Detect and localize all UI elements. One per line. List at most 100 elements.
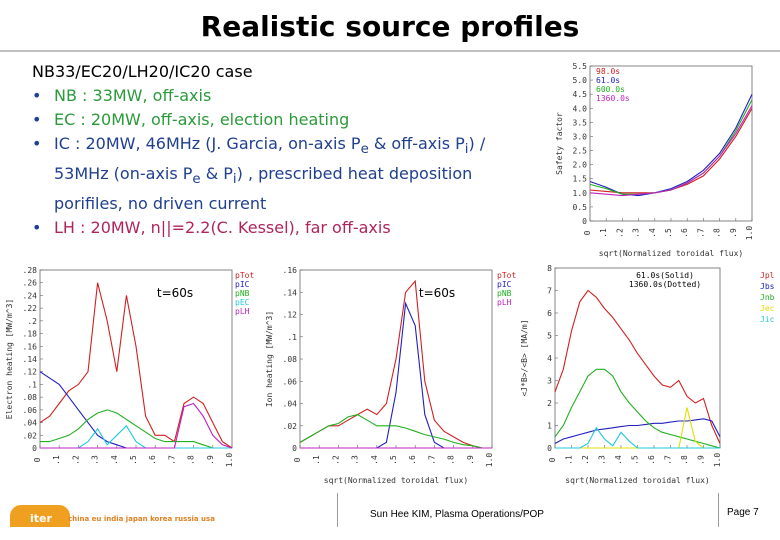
- current-xtick-label: .3: [598, 455, 607, 465]
- current-ytick-label: 3: [547, 377, 552, 386]
- current-xtick-label: 0: [548, 457, 557, 462]
- ion-xlabel: sqrt(Normalized toroidal flux): [324, 476, 469, 485]
- safety-xtick-label: .6: [680, 228, 689, 238]
- bullet-lh-text: LH : 20MW, n||=2.2(C. Kessel), far off-a…: [54, 218, 391, 238]
- ion-series-pNB: [299, 414, 492, 449]
- current-xtick-label: .7: [664, 455, 673, 465]
- electron-legend-pEC: pEC: [235, 298, 250, 307]
- ion-series-pTot: [299, 279, 492, 449]
- safety-ytick-label: 2.5: [573, 147, 588, 156]
- ion-ytick-label: 0: [292, 444, 297, 453]
- safety-xtick-label: .2: [615, 228, 624, 238]
- ic-text-2c: ) , prescribed heat deposition: [236, 164, 473, 184]
- ic-sub-i2: i: [232, 172, 237, 188]
- slide-title: Realistic source profiles: [200, 10, 580, 43]
- ic-text-1a: IC : 20MW, 46MHz (J. Garcia, on-axis P: [54, 134, 361, 153]
- current-ytick-label: 6: [547, 309, 552, 318]
- title-divider: [0, 50, 780, 52]
- safety-xtick-label: .1: [599, 228, 608, 238]
- ic-sub-e2: e: [192, 172, 201, 188]
- current-xtick-label: .5: [631, 455, 640, 465]
- safety-xtick-label: .5: [664, 228, 673, 238]
- electron-xtick-label: .6: [148, 455, 157, 465]
- electron-legend-pLH: pLH: [235, 307, 250, 316]
- ion-xtick-label: .9: [466, 455, 475, 465]
- electron-ytick-label: .14: [23, 355, 38, 364]
- current-series-Jec: [555, 407, 720, 449]
- current-legend-Jic: Jic: [760, 315, 775, 324]
- safety-ytick-label: 5.5: [573, 62, 588, 71]
- ic-text-3: porifiles, no driven current: [54, 194, 267, 214]
- ic-sub-i: i: [464, 142, 469, 158]
- current-ytick-label: 2: [547, 399, 552, 408]
- electron-ytick-label: .1: [27, 380, 37, 389]
- electron-xtick-label: .1: [52, 455, 61, 465]
- ic-sub-e: e: [360, 142, 369, 158]
- electron-xtick-label: .5: [129, 455, 138, 465]
- case-label: NB33/EC20/LH20/IC20 case: [32, 62, 253, 81]
- current-series-Jnb: [554, 368, 721, 449]
- current-annotation: 1360.0s(Dotted): [629, 280, 701, 289]
- current-xtick-label: .8: [680, 455, 689, 465]
- ic-text-1c: ) /: [468, 134, 486, 153]
- electron-xtick-label: .4: [110, 455, 119, 465]
- safety-xtick-label: .7: [696, 228, 705, 238]
- current-legend-Jec: Jec: [760, 304, 775, 313]
- ion-legend-pNB: pNB: [497, 289, 512, 298]
- current-ytick-label: 8: [547, 264, 552, 273]
- electron-series-pNB: [40, 409, 232, 449]
- electron-xtick-label: 1.0: [225, 453, 234, 468]
- ion-legend-pTot: pTot: [497, 271, 516, 280]
- safety-legend-61.0s: 61.0s: [596, 76, 620, 85]
- current-ytick-label: 0: [547, 444, 552, 453]
- bullet-nb-text: NB : 33MW, off-axis: [54, 86, 212, 105]
- safety-ytick-label: 1.5: [573, 175, 588, 184]
- safety-ytick-label: 3.5: [573, 118, 588, 127]
- safety-ytick-label: 2.0: [573, 161, 588, 170]
- ion-ytick-label: .04: [283, 400, 298, 409]
- electron-legend-pNB: pNB: [235, 289, 250, 298]
- current-frame: [554, 267, 721, 449]
- current-xtick-label: 1.0: [713, 453, 722, 468]
- electron-ytick-label: 0: [32, 444, 37, 453]
- ion-ytick-label: .1: [287, 333, 297, 342]
- current-ytick-label: 1: [547, 422, 552, 431]
- current-series-Jpl: [554, 289, 721, 444]
- electron-ytick-label: .06: [23, 406, 38, 415]
- safety-ytick-label: 3.0: [573, 132, 588, 141]
- electron-xtick-label: 0: [33, 457, 42, 462]
- footer-author: Sun Hee KIM, Plasma Operations/POP: [370, 509, 544, 520]
- safety-ylabel: Safety factor: [555, 112, 564, 175]
- electron-ytick-label: .12: [23, 368, 38, 377]
- electron-series-pLH: [40, 402, 233, 449]
- current-ytick-label: 4: [547, 354, 552, 363]
- safety-ytick-label: 0.5: [573, 203, 588, 212]
- ion-xtick-label: .2: [331, 455, 340, 465]
- safety-series-1360.0s: [589, 105, 753, 197]
- ion-xtick-label: 1.0: [485, 453, 494, 468]
- ion-xtick-label: .3: [351, 455, 360, 465]
- electron-legend-pTot: pTot: [235, 271, 254, 280]
- current-series-Jic: [555, 426, 720, 449]
- current-legend-Jpl: Jpl: [760, 271, 775, 280]
- ion-xtick-label: .5: [389, 455, 398, 465]
- safety-xtick-label: .3: [632, 228, 641, 238]
- ion-xtick-label: .6: [408, 455, 417, 465]
- iter-logo: [10, 505, 70, 527]
- bullet-list: NB33/EC20/LH20/IC20 case NB : 33MW, off-…: [32, 60, 542, 240]
- ion-ytick-label: .14: [283, 288, 298, 297]
- safety-ytick-label: 4.5: [573, 90, 588, 99]
- safety-ytick-label: 4.0: [573, 104, 588, 113]
- safety-xtick-label: 1.0: [745, 226, 754, 241]
- electron-ytick-label: .2: [27, 317, 37, 326]
- ion-ytick-label: .02: [283, 422, 298, 431]
- current-legend-Jbs: Jbs: [760, 282, 775, 291]
- ion-xtick-label: .1: [312, 455, 321, 465]
- ion-xtick-label: 0: [293, 457, 302, 462]
- iter-logo-text: iter: [30, 512, 52, 525]
- ion-ytick-label: .06: [283, 377, 298, 386]
- safety-series-98.0s: [589, 108, 753, 194]
- current-xlabel: sqrt(Normalized toroidal flux): [565, 476, 710, 485]
- current-annotation: 61.0s(Solid): [636, 271, 694, 280]
